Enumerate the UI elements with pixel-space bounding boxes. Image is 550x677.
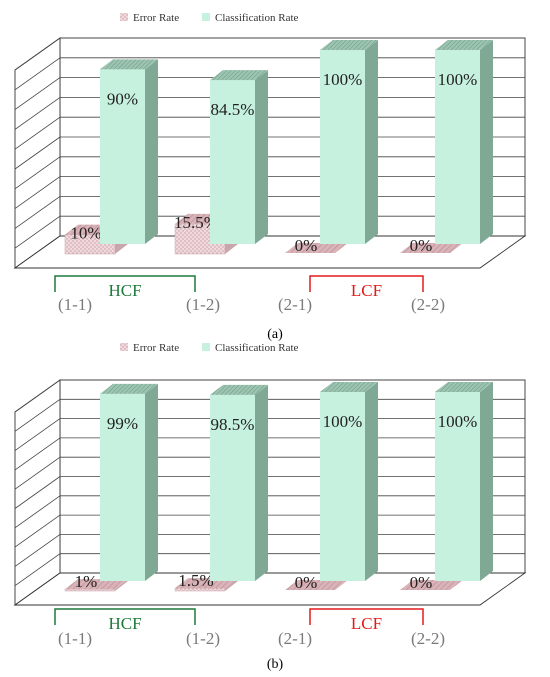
legend-label-error: Error Rate [133,12,179,24]
gridline-side [14,418,61,451]
error-bar-top [285,243,348,253]
group-bracket [54,275,196,292]
category-label: (2-2) [411,629,445,648]
error-value-label: 1.5% [178,571,213,590]
legend-swatch-classification [202,343,210,351]
category-label: (1-2) [186,629,220,648]
gridline-side [14,176,61,209]
classification-bar-side [255,70,268,244]
error-bar-top [285,580,348,590]
group-label-lcf: LCF [351,281,382,300]
legend-label-classification: Classification Rate [215,342,299,354]
gridline-side [14,456,61,490]
classification-bar-side [145,383,158,581]
error-bar-side [225,578,238,591]
classification-bar-top [435,40,493,50]
error-value-label: 0% [295,236,318,255]
classification-bar-side [365,40,378,244]
classification-bar-side [365,382,378,581]
legend-swatch-error [120,13,128,21]
error-bar-side [115,579,128,591]
category-label: (1-1) [58,295,92,314]
group-label-hcf: HCF [108,281,141,300]
classification-value-label: 100% [323,70,363,89]
classification-bar [320,50,365,244]
classification-value-label: 84.5% [211,100,255,119]
classification-bar-side [255,384,268,581]
legend-swatch-error [120,343,128,351]
classification-bar-top [320,40,378,50]
classification-bar-top [435,382,493,392]
classification-bar-top [100,383,158,394]
classification-bar [210,80,255,244]
gridline-side [14,97,61,130]
panel-caption: (b) [267,657,284,672]
error-bar-top [400,580,463,590]
gridline-side [14,77,61,110]
panel-caption: (a) [267,327,283,342]
classification-value-label: 100% [323,412,363,431]
classification-bar [320,392,365,581]
classification-bar-top [210,384,268,395]
chart-panel-a: Error Rate Classification Rate 10% 90% (1-1)… [13,12,527,342]
classification-bar [100,393,145,581]
classification-bar-top [320,382,378,392]
gridline-side [14,57,61,91]
error-bar-top [65,579,128,590]
gridline-side [14,553,61,587]
classification-bar-top [100,59,158,70]
gridline-side [14,116,61,150]
gridline-side [14,136,61,170]
classification-bar [210,394,255,581]
gridline-side [14,514,61,548]
gridline-side [14,196,61,229]
legend-label-error: Error Rate [133,342,179,354]
gridline-side [14,495,61,529]
classification-bar [435,50,480,244]
gridline-side [14,215,61,249]
category-label: (1-2) [186,295,220,314]
group-label-hcf: HCF [108,614,141,633]
legend-swatch-classification [202,13,210,21]
classification-bar-side [145,59,158,245]
group-bracket [54,608,196,625]
legend-label-classification: Classification Rate [215,12,299,24]
classification-value-label: 98.5% [211,415,255,434]
error-value-label: 0% [295,573,318,592]
error-value-label: 0% [410,573,433,592]
error-value-label: 1% [75,572,98,591]
gridline-side [14,37,61,71]
group-bracket [309,275,424,292]
classification-value-label: 100% [438,70,478,89]
gridline-side [14,379,61,413]
category-label: (2-1) [278,295,312,314]
error-bar-top [400,243,463,253]
classification-bar-top [210,70,268,81]
category-label: (2-2) [411,295,445,314]
classification-bar-side [480,382,493,581]
classification-value-label: 99% [107,414,138,433]
group-label-lcf: LCF [351,614,382,633]
classification-bar [435,392,480,581]
gridline-side [14,437,61,471]
classification-value-label: 90% [107,89,138,108]
category-label: (2-1) [278,629,312,648]
gridline-side [14,398,61,432]
classification-bar-side [480,40,493,244]
error-value-label: 15.5% [174,213,218,232]
chart-panel-b: Error Rate Classification Rate 1% 99% (1-1) 1… [13,342,527,672]
gridline-side [14,534,61,567]
group-bracket [309,608,424,625]
category-label: (1-1) [58,629,92,648]
error-value-label: 0% [410,236,433,255]
error-value-label: 10% [70,224,101,243]
classification-bar [100,69,145,245]
gridline-side [14,156,61,190]
classification-value-label: 100% [438,412,478,431]
gridline-side [14,476,61,509]
